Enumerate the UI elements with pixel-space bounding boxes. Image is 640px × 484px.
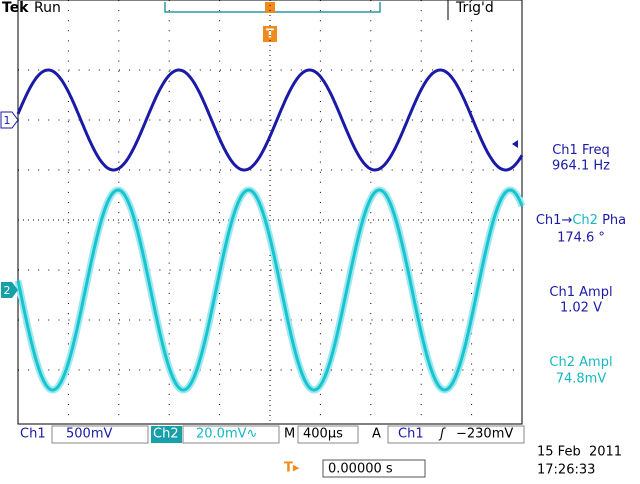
ch1-scale: 500mV xyxy=(66,427,112,442)
measurement-value: 174.6 ° xyxy=(557,231,605,246)
measurement-label: Ch2 Ampl xyxy=(549,355,612,370)
brand: Tek xyxy=(2,0,29,16)
label-part: Ch1 Ampl xyxy=(549,285,612,300)
trigger-marker: T xyxy=(266,27,275,41)
ch1-label: Ch1 xyxy=(20,427,46,442)
label-part: Ch1→ xyxy=(536,213,573,228)
waveform xyxy=(16,68,524,172)
box xyxy=(297,425,359,444)
trigger-level-marker xyxy=(512,140,518,148)
label-part: Ch2 Ampl xyxy=(549,355,612,370)
box xyxy=(182,425,280,444)
measurement-value: 1.02 V xyxy=(560,301,602,316)
waveform xyxy=(16,188,524,392)
ch2-scale: 20.0mV∿ xyxy=(196,427,257,442)
graticule-border xyxy=(17,0,523,425)
measurement-value: 74.8mV xyxy=(556,372,607,387)
ch1-marker: 1 xyxy=(4,114,11,127)
timebase-label: M xyxy=(284,427,295,442)
box xyxy=(51,425,149,444)
label-part: Ch2 xyxy=(572,213,598,228)
trigger-pos-top xyxy=(265,2,275,13)
box xyxy=(387,425,525,444)
trigger-source: Ch1 xyxy=(398,427,424,442)
measurement-label: Ch1 Ampl xyxy=(549,285,612,300)
status-bar: Ch1 500mV Ch2 20.0mV∿ M 400µs A Ch1 ʃ −2… xyxy=(20,425,525,444)
trigger-marker-box xyxy=(263,26,277,42)
graticule xyxy=(17,0,523,425)
box xyxy=(322,459,426,478)
trigger-slope: ʃ xyxy=(438,427,446,442)
timebase: 400µs xyxy=(303,427,343,442)
ch2-label: Ch2 xyxy=(153,427,179,442)
measurement-label: Ch1 Freq xyxy=(552,143,610,158)
ch2-marker-box xyxy=(1,282,18,298)
trigger-status: Trig'd xyxy=(455,0,494,16)
trigger-level: −230mV xyxy=(456,427,513,442)
measurement-value: 964.1 Hz xyxy=(552,159,610,174)
run-status: Run xyxy=(34,0,61,16)
measurement-label: Ch1→Ch2 Pha xyxy=(536,213,626,228)
trigger-pos-icon: T▸ xyxy=(284,461,300,476)
label-part: Ch1 Freq xyxy=(552,143,610,158)
date: 15 Feb 2011 xyxy=(537,445,622,460)
waveforms xyxy=(14,68,526,394)
ch1-marker-box xyxy=(0,111,19,129)
label-part: Pha xyxy=(598,213,626,228)
time: 17:26:33 xyxy=(537,463,595,478)
ch2-marker: 2 xyxy=(4,284,11,297)
ch2-label-box xyxy=(151,426,182,443)
trigger-label: A xyxy=(372,427,381,442)
trigger-pos-value: 0.00000 s xyxy=(328,462,393,477)
